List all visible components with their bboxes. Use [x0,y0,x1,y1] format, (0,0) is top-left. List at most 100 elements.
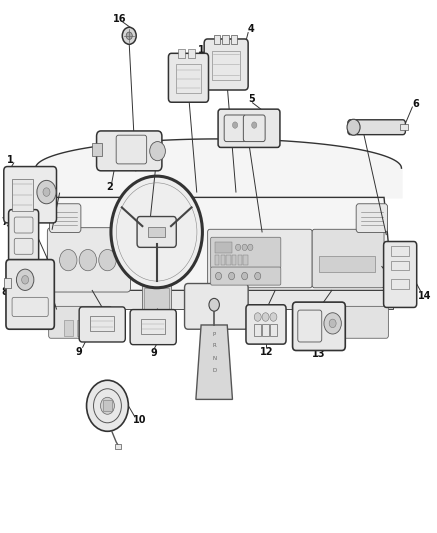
Text: 9: 9 [151,348,157,358]
Circle shape [262,313,269,321]
Bar [12,179,32,211]
Bar [212,51,240,80]
FancyBboxPatch shape [211,237,281,268]
Text: R: R [212,343,216,348]
Circle shape [99,249,116,271]
FancyBboxPatch shape [204,39,248,90]
Circle shape [87,380,128,431]
FancyBboxPatch shape [168,53,208,102]
Circle shape [43,188,50,196]
FancyBboxPatch shape [211,267,281,285]
Bar [103,400,112,411]
FancyBboxPatch shape [130,310,176,345]
Bar [262,325,269,336]
Text: 8: 8 [2,287,9,297]
FancyBboxPatch shape [292,302,345,351]
Bar [177,49,184,58]
Circle shape [59,249,77,271]
Text: 1: 1 [7,155,14,165]
FancyBboxPatch shape [12,297,48,317]
Bar [214,35,220,44]
Text: 16: 16 [112,14,126,24]
Text: D: D [212,368,216,373]
Circle shape [17,269,34,290]
Polygon shape [196,325,232,399]
Text: 5: 5 [248,94,255,104]
FancyBboxPatch shape [312,229,384,288]
Bar [270,325,277,336]
Circle shape [126,32,132,39]
Circle shape [236,244,241,251]
FancyBboxPatch shape [218,109,280,148]
FancyBboxPatch shape [49,204,81,232]
FancyBboxPatch shape [208,229,312,288]
Polygon shape [44,290,393,309]
Text: 9: 9 [76,346,83,357]
Circle shape [347,119,360,135]
FancyBboxPatch shape [49,306,112,338]
FancyBboxPatch shape [184,284,248,329]
Circle shape [94,389,121,423]
FancyBboxPatch shape [356,204,388,232]
Text: 7: 7 [2,217,8,228]
Bar [64,320,73,336]
FancyBboxPatch shape [243,115,265,142]
Bar [90,317,114,332]
Bar [226,255,231,265]
Text: 15: 15 [198,45,212,54]
Circle shape [150,142,165,161]
Bar [391,261,409,270]
Text: 10: 10 [132,415,146,425]
Circle shape [229,272,235,280]
Bar [142,221,170,309]
FancyBboxPatch shape [348,120,406,135]
Bar [92,143,102,156]
Circle shape [209,298,219,311]
FancyBboxPatch shape [323,306,388,338]
Circle shape [324,313,341,334]
Bar [232,255,236,265]
Bar [148,227,165,237]
FancyBboxPatch shape [9,209,38,268]
Text: 6: 6 [413,99,419,109]
FancyBboxPatch shape [79,307,125,342]
Bar [187,49,194,58]
Circle shape [242,272,248,280]
Bar [221,255,225,265]
Text: 12: 12 [260,346,273,357]
Text: 13: 13 [312,349,326,359]
FancyBboxPatch shape [6,260,54,329]
FancyBboxPatch shape [14,217,33,233]
FancyBboxPatch shape [47,228,131,292]
Bar [115,444,121,449]
Bar [90,320,99,336]
FancyBboxPatch shape [4,166,56,223]
FancyBboxPatch shape [298,310,322,342]
Bar [215,241,232,253]
FancyBboxPatch shape [246,305,286,344]
Circle shape [255,272,261,280]
Circle shape [37,180,56,204]
FancyBboxPatch shape [137,216,176,247]
Circle shape [248,244,253,251]
Text: 14: 14 [418,290,431,301]
Circle shape [252,122,257,128]
Bar [391,279,409,289]
Circle shape [79,249,97,271]
Circle shape [215,272,222,280]
Bar [231,35,237,44]
Circle shape [270,313,277,321]
Circle shape [122,27,136,44]
Circle shape [111,176,202,288]
Bar [215,255,219,265]
Bar [77,320,86,336]
FancyBboxPatch shape [97,131,162,171]
Polygon shape [44,197,393,290]
Text: N: N [212,356,216,360]
FancyBboxPatch shape [224,115,246,142]
Bar [243,255,248,265]
Bar [141,319,165,334]
FancyBboxPatch shape [14,238,33,254]
Circle shape [254,313,261,321]
Bar [4,278,11,288]
